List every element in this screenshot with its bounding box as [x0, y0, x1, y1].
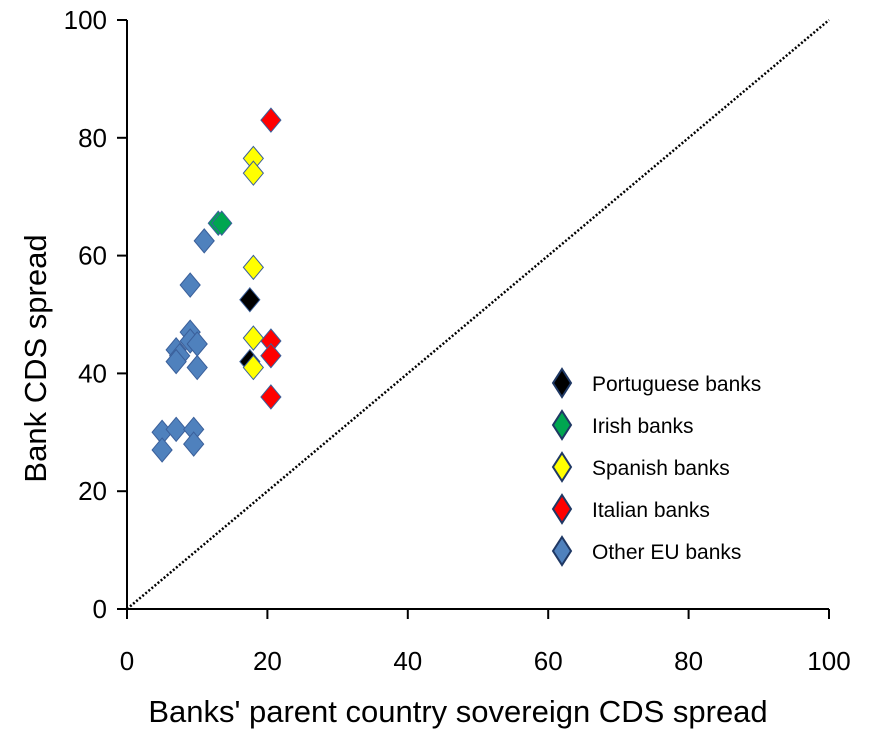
- legend-label: Other EU banks: [592, 541, 741, 564]
- y-tick-label: 20: [78, 476, 107, 506]
- y-axis-title: Bank CDS spread: [18, 234, 53, 482]
- legend-marker: [551, 493, 573, 525]
- data-points: [151, 107, 282, 463]
- x-tick-label: 20: [253, 646, 282, 676]
- other-eu-banks-point: [151, 437, 173, 463]
- x-tick-label: 100: [807, 646, 850, 676]
- other-eu-banks-point: [183, 431, 205, 457]
- other-eu-banks-point: [193, 228, 215, 254]
- other-eu-banks-point: [186, 354, 208, 381]
- portuguese-banks-point: [239, 286, 261, 313]
- italian-banks-point: [260, 384, 282, 410]
- legend-marker: [551, 409, 573, 441]
- x-axis-title: Banks' parent country sovereign CDS spre…: [148, 694, 767, 729]
- x-tick-label: 40: [393, 646, 422, 676]
- x-tick-label: 0: [120, 646, 134, 676]
- x-tick-label: 80: [674, 646, 703, 676]
- other-eu-banks-point: [165, 416, 187, 443]
- y-tick-label: 0: [93, 594, 107, 624]
- diagonal-reference-line: [126, 19, 830, 610]
- y-tick-label: 80: [78, 123, 107, 153]
- legend-label: Irish banks: [592, 415, 694, 438]
- italian-banks-point: [260, 107, 282, 133]
- spanish-banks-point: [242, 325, 265, 351]
- legend: Portuguese banks Irish banks Spanish banks…: [551, 367, 761, 567]
- legend-label: Spanish banks: [592, 457, 730, 480]
- y-tick-label: 60: [78, 241, 107, 271]
- spanish-banks-point: [242, 254, 265, 281]
- italian-banks-point: [260, 342, 282, 369]
- spanish-banks-point: [242, 160, 265, 186]
- y-tick-label: 40: [78, 358, 107, 388]
- irish-banks-point: [211, 210, 233, 236]
- legend-marker: [551, 367, 573, 399]
- legend-label: Italian banks: [592, 499, 710, 522]
- y-tick-label: 100: [64, 5, 107, 35]
- legend-label: Portuguese banks: [592, 373, 761, 396]
- legend-marker: [551, 451, 573, 483]
- x-tick-label: 60: [534, 646, 563, 676]
- legend-marker: [551, 535, 573, 567]
- spanish-banks-point: [242, 354, 265, 381]
- other-eu-banks-point: [179, 272, 201, 298]
- other-eu-banks-point: [165, 348, 187, 375]
- axes: 0 20 40 60 80 100 0 20 40 60 80 100: [64, 5, 851, 676]
